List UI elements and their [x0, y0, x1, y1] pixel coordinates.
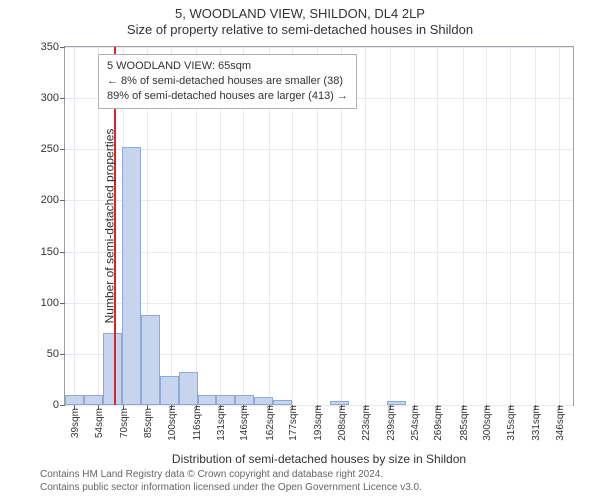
gridline-v: [414, 47, 415, 405]
gridline-v: [510, 47, 511, 405]
gridline-h: [65, 303, 573, 304]
info-box: 5 WOODLAND VIEW: 65sqm← 8% of semi-detac…: [98, 54, 357, 109]
footer-line-1: Contains HM Land Registry data © Crown c…: [40, 469, 422, 482]
ytick-label: 50: [47, 348, 65, 360]
gridline-v: [486, 47, 487, 405]
xtick-label: 131sqm: [216, 405, 227, 441]
histogram-bar: [254, 397, 273, 405]
gridline-h: [65, 47, 573, 48]
histogram-bar: [84, 395, 103, 405]
ytick-label: 150: [41, 246, 65, 258]
info-box-line: 5 WOODLAND VIEW: 65sqm: [107, 59, 348, 74]
xtick-label: 54sqm: [94, 408, 105, 438]
xtick-label: 239sqm: [386, 405, 397, 441]
gridline-h: [65, 200, 573, 201]
histogram-bar: [330, 401, 349, 405]
histogram-bar: [179, 372, 198, 405]
histogram-bar: [160, 376, 179, 405]
gridline-v: [559, 47, 560, 405]
histogram-bar: [216, 395, 235, 405]
xtick-label: 300sqm: [482, 405, 493, 441]
title-line-1: 5, WOODLAND VIEW, SHILDON, DL4 2LP: [0, 6, 600, 22]
info-box-line: 89% of semi-detached houses are larger (…: [107, 89, 348, 104]
gridline-v: [463, 47, 464, 405]
histogram-bar: [235, 395, 254, 405]
chart-area: 05010015020025030035039sqm54sqm70sqm85sq…: [64, 46, 574, 406]
ytick-label: 350: [41, 41, 65, 53]
xtick-label: 346sqm: [555, 405, 566, 441]
ytick-label: 0: [53, 399, 65, 411]
xtick-label: 193sqm: [313, 405, 324, 441]
histogram-bar: [103, 333, 122, 405]
xtick-label: 100sqm: [167, 405, 178, 441]
gridline-v: [74, 47, 75, 405]
footer-attribution: Contains HM Land Registry data © Crown c…: [40, 469, 422, 494]
histogram-bar: [387, 401, 406, 405]
title-block: 5, WOODLAND VIEW, SHILDON, DL4 2LP Size …: [0, 0, 600, 39]
xtick-label: 146sqm: [239, 405, 250, 441]
xtick-label: 39sqm: [70, 408, 81, 438]
xtick-label: 70sqm: [119, 408, 130, 438]
ytick-label: 200: [41, 194, 65, 206]
ytick-label: 300: [41, 92, 65, 104]
histogram-bar: [141, 315, 160, 405]
xtick-label: 331sqm: [531, 405, 542, 441]
ytick-label: 250: [41, 143, 65, 155]
xtick-label: 254sqm: [410, 405, 421, 441]
xtick-label: 285sqm: [459, 405, 470, 441]
ytick-label: 100: [41, 297, 65, 309]
gridline-h: [65, 252, 573, 253]
xtick-label: 162sqm: [265, 405, 276, 441]
gridline-v: [535, 47, 536, 405]
info-box-line: ← 8% of semi-detached houses are smaller…: [107, 74, 348, 89]
gridline-v: [390, 47, 391, 405]
histogram-bar: [198, 395, 217, 405]
xtick-label: 177sqm: [288, 405, 299, 441]
xtick-label: 223sqm: [361, 405, 372, 441]
xtick-label: 116sqm: [192, 406, 203, 441]
histogram-bar: [122, 147, 141, 405]
figure-root: 5, WOODLAND VIEW, SHILDON, DL4 2LP Size …: [0, 0, 600, 500]
histogram-bar: [65, 395, 84, 405]
xtick-label: 315sqm: [506, 405, 517, 441]
gridline-v: [365, 47, 366, 405]
title-line-2: Size of property relative to semi-detach…: [0, 22, 600, 38]
xtick-label: 85sqm: [143, 408, 154, 438]
x-axis-label: Distribution of semi-detached houses by …: [64, 452, 574, 466]
footer-line-2: Contains public sector information licen…: [40, 482, 422, 495]
xtick-label: 208sqm: [337, 405, 348, 441]
xtick-label: 269sqm: [433, 405, 444, 441]
gridline-v: [437, 47, 438, 405]
gridline-h: [65, 149, 573, 150]
histogram-bar: [273, 400, 292, 405]
y-axis-label: Number of semi-detached properties: [102, 129, 116, 324]
